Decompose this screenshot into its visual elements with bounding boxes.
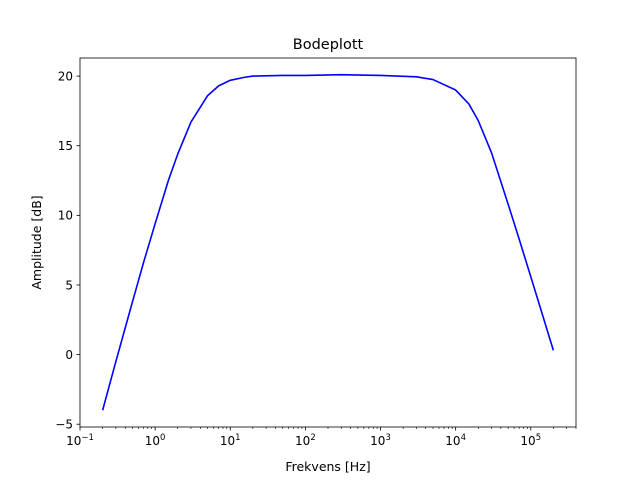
amplitude-series-line: [101, 73, 555, 411]
x-tick-exponent: 3: [385, 433, 390, 443]
x-tick-exponent: 2: [310, 433, 315, 443]
y-axis-label: Amplitude [dB]: [29, 195, 44, 289]
y-tick-label: 0: [65, 348, 73, 362]
x-axis-label: Frekvens [Hz]: [285, 459, 370, 474]
chart-title: Bodeplott: [293, 37, 364, 53]
y-tick-label: 15: [58, 139, 73, 153]
x-tick-exponent: 4: [461, 433, 466, 443]
y-tick-label: 20: [58, 69, 73, 83]
y-tick-label: 5: [65, 278, 73, 292]
x-tick-exponent: 5: [536, 433, 541, 443]
y-tick-label: 10: [58, 209, 73, 223]
y-axis-ticks: −5 0 5 10 15 20: [55, 69, 80, 432]
x-tick-exponent: 0: [160, 433, 165, 443]
x-tick-exponent: 1: [235, 433, 240, 443]
y-tick-label: −5: [55, 418, 73, 432]
x-tick-exponent: −1: [81, 433, 94, 443]
